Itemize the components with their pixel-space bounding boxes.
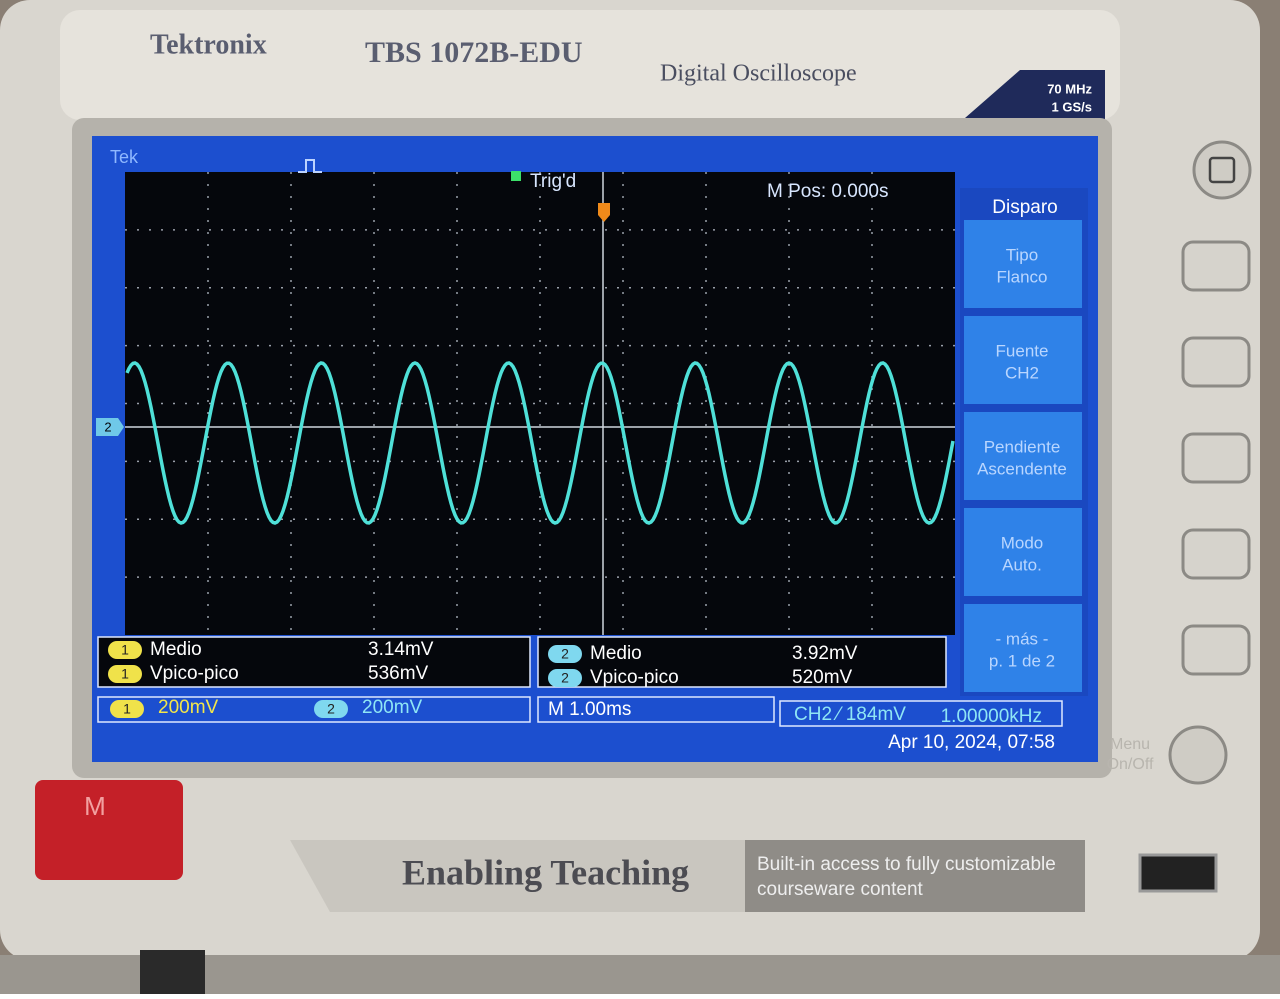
measure-label: Vpico-pico bbox=[590, 667, 679, 688]
base bbox=[0, 955, 1280, 994]
spec-badge bbox=[965, 70, 1105, 125]
side-button[interactable] bbox=[1181, 432, 1251, 484]
sample-rate: 1 GS/s bbox=[1052, 99, 1092, 114]
usb-port bbox=[1138, 853, 1218, 893]
measure-value: 3.14mV bbox=[368, 639, 434, 660]
menu-button-line1: - más - bbox=[996, 629, 1049, 648]
grid bbox=[125, 172, 955, 635]
menu-button-line2: p. 1 de 2 bbox=[989, 651, 1055, 670]
channel-badge bbox=[548, 669, 582, 687]
channel-badge-label: 2 bbox=[561, 646, 569, 662]
graticule bbox=[125, 172, 955, 635]
measure-value: 520mV bbox=[792, 667, 853, 688]
datetime: Apr 10, 2024, 07:58 bbox=[888, 732, 1055, 753]
hardware-buttons bbox=[1181, 240, 1251, 676]
channel-marker-label: 2 bbox=[104, 419, 111, 434]
menu-button-line1: Pendiente bbox=[984, 437, 1061, 456]
logo: Tek bbox=[110, 147, 139, 167]
bandwidth: 70 MHz bbox=[1047, 81, 1092, 96]
trigger-info: CH2 ⁄ 184mV bbox=[794, 704, 906, 725]
menu-button bbox=[964, 316, 1082, 404]
save-button[interactable] bbox=[1192, 140, 1252, 200]
menu-title: Disparo bbox=[992, 197, 1057, 218]
menu-button-line1: Fuente bbox=[996, 341, 1049, 360]
measure-label: Vpico-pico bbox=[150, 663, 239, 684]
menu-buttons: Tipo Flanco Fuente CH2 Pendiente Ascendente Mo… bbox=[964, 220, 1082, 692]
menu-button-line1: Tipo bbox=[1006, 245, 1038, 264]
side-button[interactable] bbox=[1181, 240, 1251, 292]
ch1-scale: 200mV bbox=[158, 697, 219, 718]
sticker bbox=[35, 780, 183, 880]
side-button[interactable] bbox=[1181, 528, 1251, 580]
acq-icon bbox=[298, 159, 322, 173]
measure-value: 3.92mV bbox=[792, 643, 858, 664]
ch1-badge-label: 1 bbox=[123, 701, 131, 717]
tagline-2: courseware content bbox=[757, 879, 924, 900]
trig-icon bbox=[511, 171, 521, 181]
position: M Pos: 0.000s bbox=[767, 181, 888, 202]
tagline-1: Built-in access to fully customizable bbox=[757, 854, 1056, 875]
ch2-badge bbox=[314, 700, 348, 718]
ch2-badge-label: 2 bbox=[327, 701, 335, 717]
channel-badge bbox=[108, 641, 142, 659]
measure-box bbox=[537, 636, 947, 688]
channel-badge-label: 1 bbox=[121, 642, 129, 658]
frequency: 1.00000kHz bbox=[941, 706, 1042, 727]
menu-label: Menu bbox=[1110, 736, 1150, 753]
menu-button-line1: Modo bbox=[1001, 533, 1044, 552]
model: TBS 1072B-EDU bbox=[365, 36, 583, 69]
status-box bbox=[97, 696, 531, 723]
measure-value: 536mV bbox=[368, 663, 429, 684]
channel-badge-label: 1 bbox=[121, 666, 129, 682]
timebase-box bbox=[537, 696, 775, 723]
ch2-scale: 200mV bbox=[362, 697, 423, 718]
tagline-band bbox=[745, 840, 1085, 912]
product: Digital Oscilloscope bbox=[660, 61, 857, 87]
menu-onoff-button[interactable] bbox=[1168, 725, 1228, 785]
channel-badge-label: 2 bbox=[561, 670, 569, 686]
trigger-marker bbox=[598, 203, 610, 222]
measure-label: Medio bbox=[150, 639, 202, 660]
measurements: 1 Medio 3.14mV 1 Vpico-pico 536mV 2 Medio 3.92mV… bbox=[97, 636, 947, 688]
side-button[interactable] bbox=[1181, 336, 1251, 388]
timebase: M 1.00ms bbox=[548, 699, 631, 720]
top-band bbox=[60, 10, 1120, 120]
trigger-box bbox=[779, 700, 1063, 727]
save-icon bbox=[1208, 156, 1236, 184]
menu-button bbox=[964, 508, 1082, 596]
trigger-state: Trig'd bbox=[530, 171, 576, 192]
menu-button-line2: Flanco bbox=[996, 267, 1047, 286]
channel-badge bbox=[108, 665, 142, 683]
menu-button-line2: CH2 bbox=[1005, 363, 1039, 382]
side-button[interactable] bbox=[1181, 624, 1251, 676]
channel-badge bbox=[548, 645, 582, 663]
slogan: Enabling Teaching bbox=[402, 852, 689, 892]
ch1-badge bbox=[110, 700, 144, 718]
measure-box bbox=[97, 636, 531, 688]
onoff-label: On/Off bbox=[1107, 756, 1154, 773]
waveform bbox=[125, 361, 955, 525]
menu-button-line2: Ascendente bbox=[977, 459, 1067, 478]
menu-button-line2: Auto. bbox=[1002, 555, 1042, 574]
measure-label: Medio bbox=[590, 643, 642, 664]
menu-button bbox=[964, 220, 1082, 308]
sticker-label: M bbox=[84, 791, 106, 821]
foot bbox=[140, 950, 205, 994]
menu-button bbox=[964, 412, 1082, 500]
channel-marker bbox=[96, 418, 124, 436]
menu-button bbox=[964, 604, 1082, 692]
brand: Tektronix bbox=[150, 29, 267, 60]
